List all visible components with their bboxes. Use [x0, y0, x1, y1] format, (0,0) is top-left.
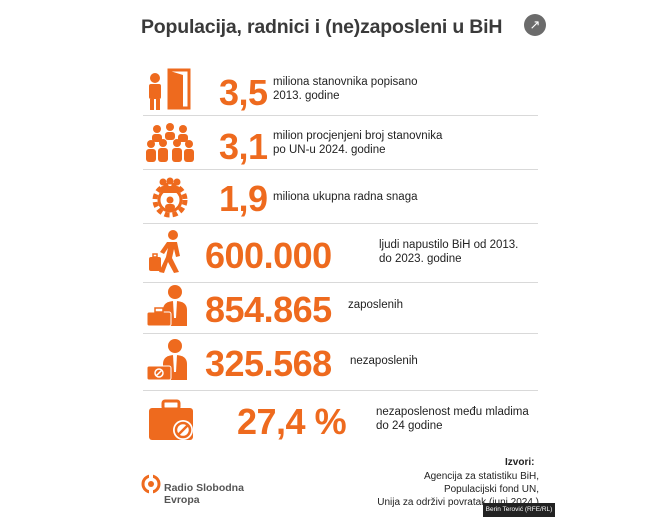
stat-desc-line1: milion procjenjeni broj stanovnika — [273, 130, 443, 142]
stat-desc-line1: miliona stanovnika popisano — [273, 76, 418, 88]
source-line: Unija za održivi povratak (juni 2024.) — [377, 497, 539, 508]
stat-desc-line2: 2013. godine — [273, 90, 340, 102]
stat-desc-line1: nezaposlenost među mladima — [376, 406, 529, 418]
sources-list: Agencija za statistiku BiH, Populacijski… — [377, 470, 539, 509]
crowd-icon — [146, 123, 194, 162]
stat-row-youth-unemployment: 27,4 % nezaposlenost među mladima do 24 … — [143, 396, 543, 446]
stat-desc-line2: do 24 godine — [376, 420, 443, 432]
stat-row-population: 3,1 milion procjenjeni broj stanovnika p… — [143, 122, 543, 172]
logo-line1: Radio Slobodna — [164, 482, 244, 494]
workforce-gear-icon — [152, 177, 188, 218]
stat-desc-line1: nezaposlenih — [350, 355, 418, 367]
source-line: Populacijski fond UN, — [443, 484, 539, 495]
divider — [143, 390, 538, 391]
divider — [143, 282, 538, 283]
divider — [143, 223, 538, 224]
stat-row-employed: 854.865 zaposlenih — [143, 284, 543, 334]
stat-value: 3,1 — [219, 126, 268, 167]
unemployed-person-icon — [146, 339, 187, 381]
logo-line2: Evropa — [164, 494, 200, 506]
stat-value: 600.000 — [205, 235, 332, 276]
stat-value: 3,5 — [219, 72, 268, 113]
rfe-logo-icon — [141, 470, 161, 500]
divider — [143, 169, 538, 170]
person-door-icon — [149, 68, 191, 110]
stat-row-emigration: 600.000 ljudi napustilo BiH od 2013. do … — [143, 230, 543, 280]
stat-desc-line1: ljudi napustilo BiH od 2013. — [379, 239, 519, 251]
source-line: Agencija za statistiku BiH, — [423, 471, 539, 482]
stat-value: 325.568 — [205, 343, 332, 384]
stat-value: 854.865 — [205, 289, 332, 330]
divider — [143, 115, 538, 116]
sources-heading: Izvori: — [505, 457, 535, 468]
stat-desc-line2: po UN-u 2024. godine — [273, 144, 386, 156]
stat-row-workforce: 1,9 miliona ukupna radna snaga — [143, 176, 543, 226]
photo-credit: Berin Terović (RFE/RL) — [483, 503, 555, 517]
stat-value: 1,9 — [219, 178, 268, 219]
stat-desc-line2: do 2023. godine — [379, 253, 462, 265]
stat-row-unemployed: 325.568 nezaposlenih — [143, 338, 543, 388]
emigrant-luggage-icon — [149, 230, 180, 273]
rfe-logo-text: Radio Slobodna Evropa — [164, 482, 244, 506]
youth-unemployment-briefcase-icon — [149, 399, 193, 440]
stat-row-census: 3,5 miliona stanovnika popisano 2013. go… — [143, 68, 543, 118]
stat-value: 27,4 % — [237, 401, 347, 442]
share-icon[interactable]: ↗ — [524, 14, 546, 36]
employed-person-icon — [146, 285, 187, 327]
page-title: Populacija, radnici i (ne)zaposleni u Bi… — [141, 16, 503, 38]
stat-desc-line1: miliona ukupna radna snaga — [273, 191, 418, 203]
divider — [143, 333, 538, 334]
stat-desc-line1: zaposlenih — [348, 299, 403, 311]
